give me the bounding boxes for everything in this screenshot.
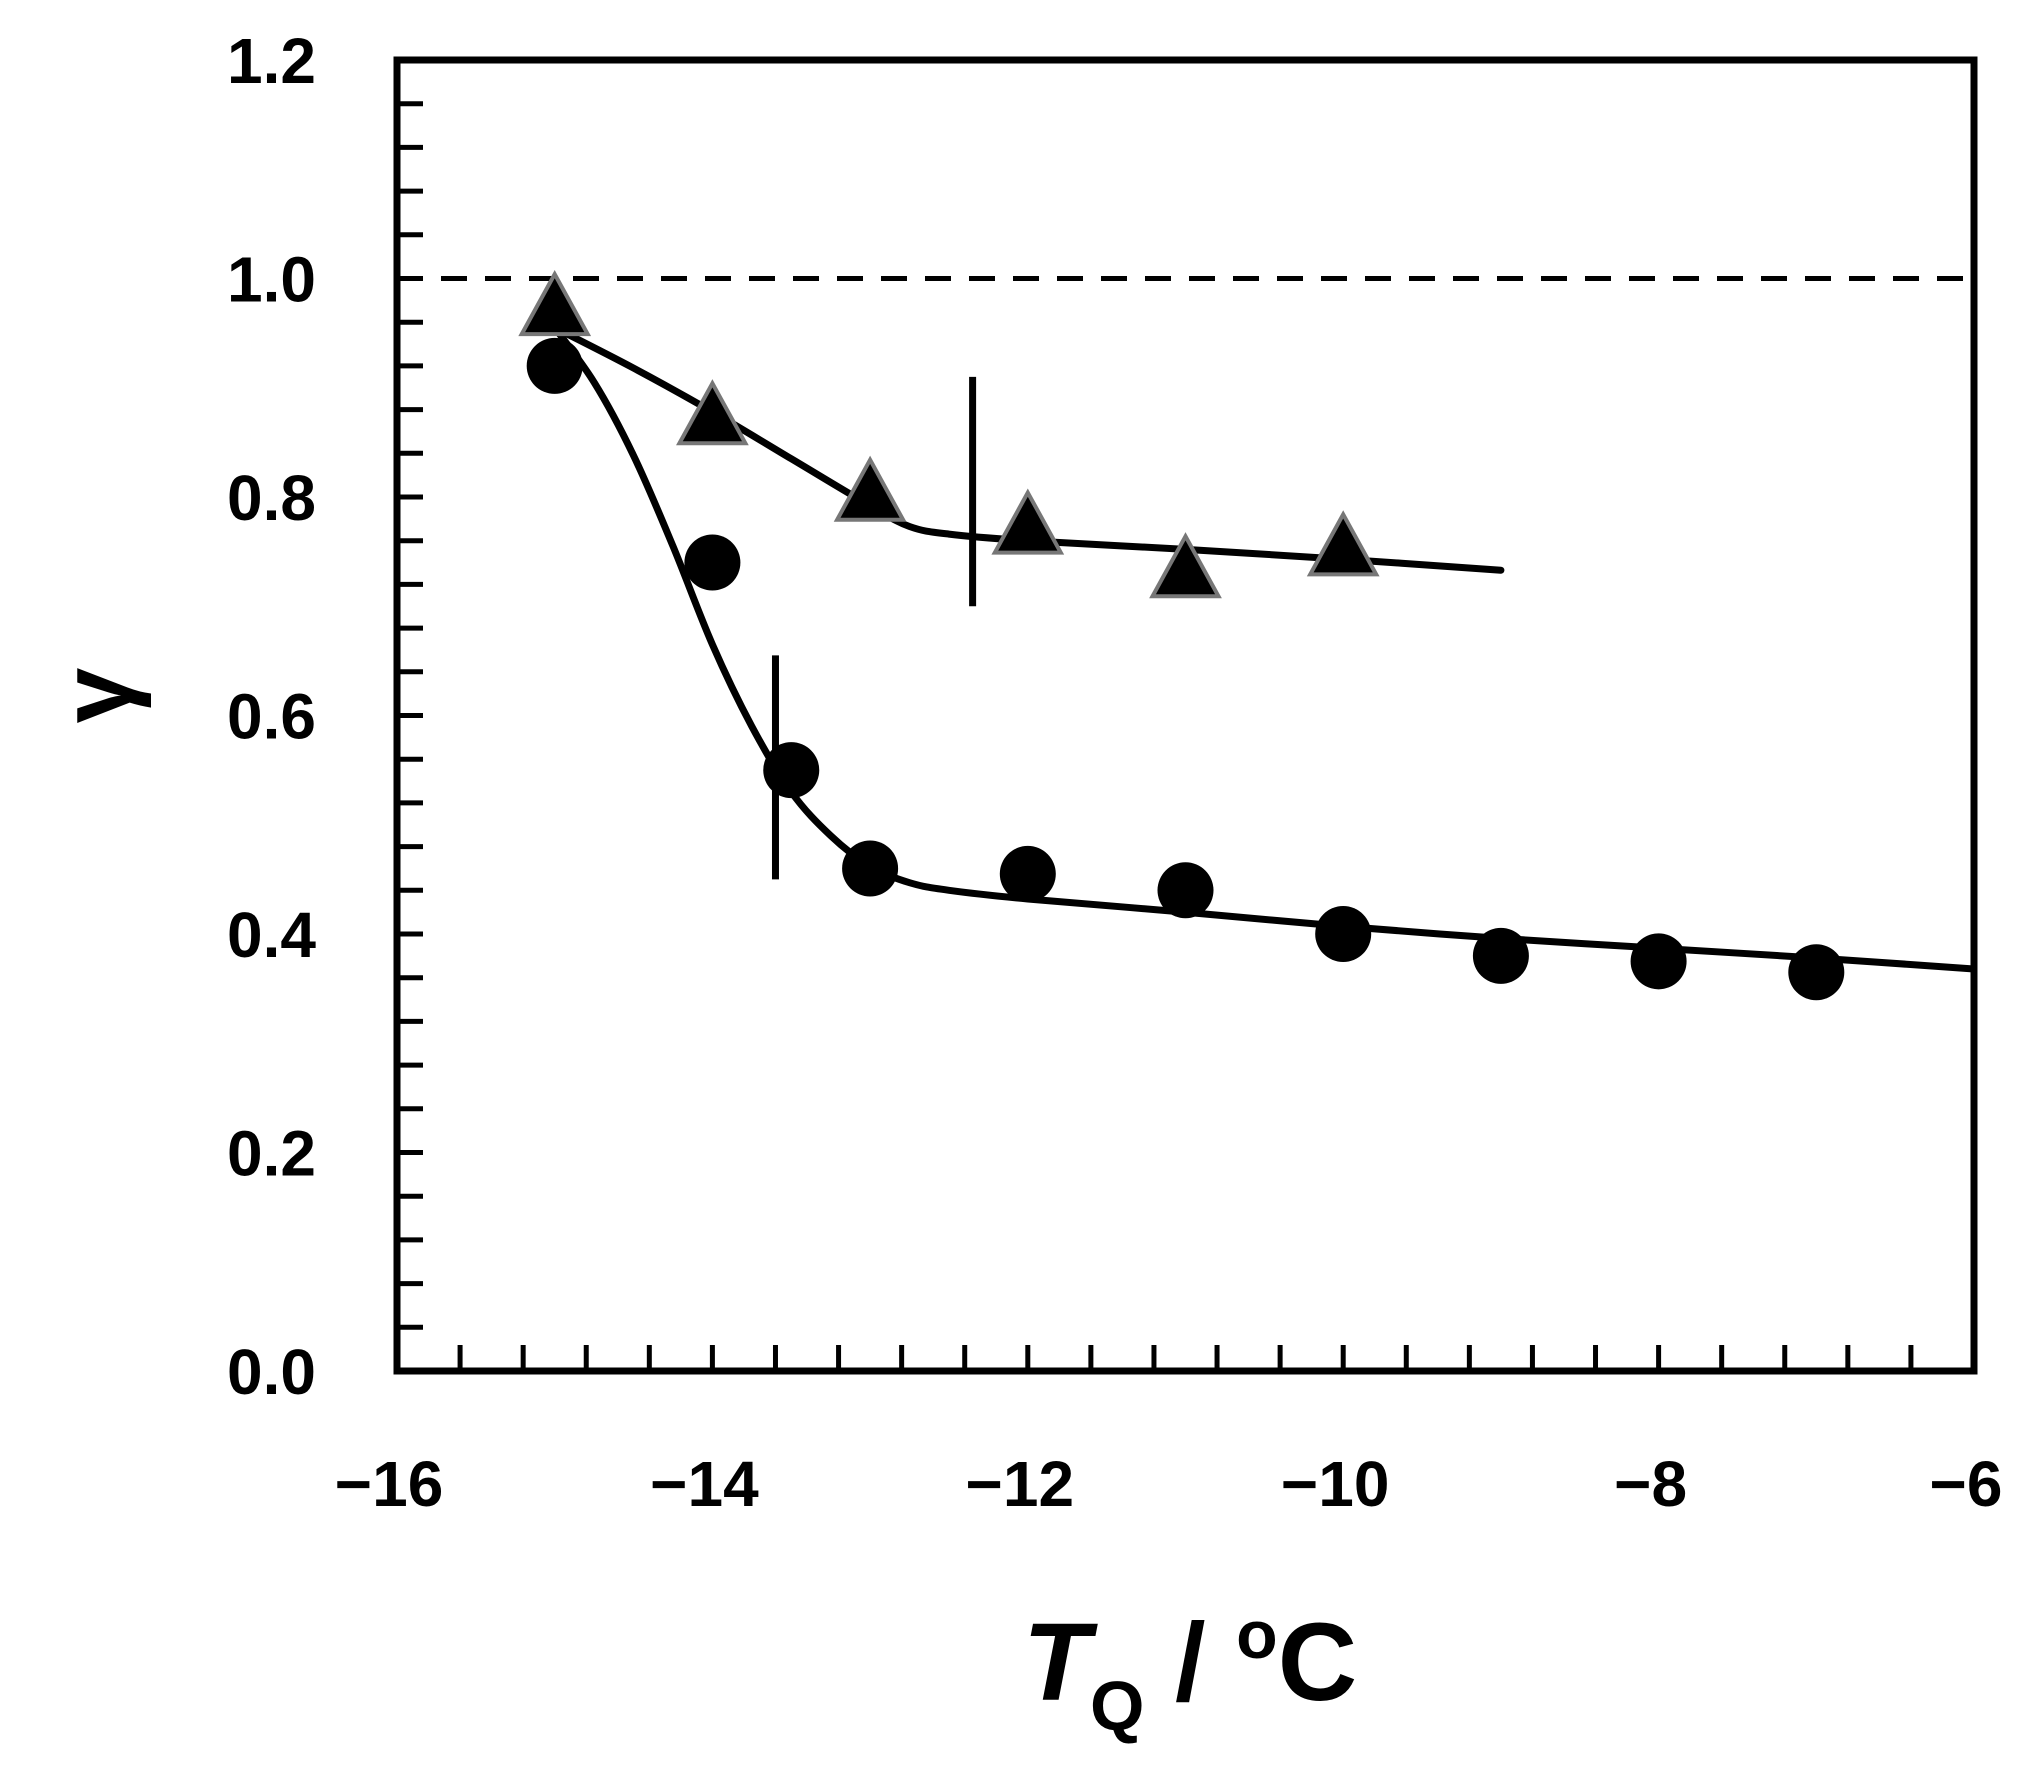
circle-fit-curve xyxy=(551,324,1978,973)
y-axis-title: γ xyxy=(40,667,152,723)
circle-point xyxy=(1788,944,1845,1001)
circle-point xyxy=(999,845,1056,902)
triangle-point xyxy=(991,488,1065,555)
circle-point xyxy=(842,840,899,897)
x-axis-title: TQ / oC xyxy=(1023,1597,1357,1745)
x-axis-title-separator: / xyxy=(1144,1601,1236,1724)
x-tick-label: −6 xyxy=(1930,1448,2003,1520)
circle-point xyxy=(1472,927,1529,984)
triangle-point xyxy=(518,269,592,337)
circle-point xyxy=(763,742,820,799)
tick-labels: −16 −14 −12 −10 −8 −6 0.0 0.2 0.4 0.6 0.8 1.0 1.2 xyxy=(227,25,2002,1520)
axis-titles: γ TQ / oC xyxy=(40,667,1357,1745)
plot-frame xyxy=(393,56,1978,1375)
y-tick-label: 0.8 xyxy=(227,462,316,534)
ticks xyxy=(397,101,1914,1371)
circle-point xyxy=(1315,906,1372,962)
y-tick-label: 0.2 xyxy=(227,1118,316,1190)
y-tick-label: 0.0 xyxy=(227,1336,316,1408)
x-tick-label: −10 xyxy=(1281,1448,1390,1520)
x-tick-label: −14 xyxy=(650,1448,759,1520)
x-axis-title-degree: o xyxy=(1236,1597,1278,1673)
triangle-fit-curve xyxy=(551,324,1505,574)
y-tick-label: 0.6 xyxy=(227,681,316,753)
circle-point xyxy=(684,534,741,591)
fit-curves xyxy=(551,324,1978,973)
circle-point xyxy=(526,337,583,394)
triangle-point xyxy=(1149,532,1222,599)
y-tick-label: 1.0 xyxy=(227,244,316,316)
x-tick-label: −16 xyxy=(335,1448,444,1520)
x-axis-title-symbol: T xyxy=(1023,1601,1098,1724)
y-tick-label: 1.2 xyxy=(227,25,316,97)
x-axis-title-unit: C xyxy=(1278,1601,1357,1724)
circle-point xyxy=(1630,933,1687,990)
triangle-point xyxy=(1306,510,1380,577)
y-tick-label: 0.4 xyxy=(227,899,316,971)
triangle-point xyxy=(676,379,749,446)
data-points xyxy=(518,269,1845,1001)
triangle-point xyxy=(833,455,907,522)
x-axis-title-subscript: Q xyxy=(1090,1667,1144,1745)
circle-point xyxy=(1157,862,1214,919)
x-tick-label: −12 xyxy=(966,1448,1075,1520)
axes xyxy=(393,56,1978,1375)
x-tick-label: −8 xyxy=(1614,1448,1687,1520)
